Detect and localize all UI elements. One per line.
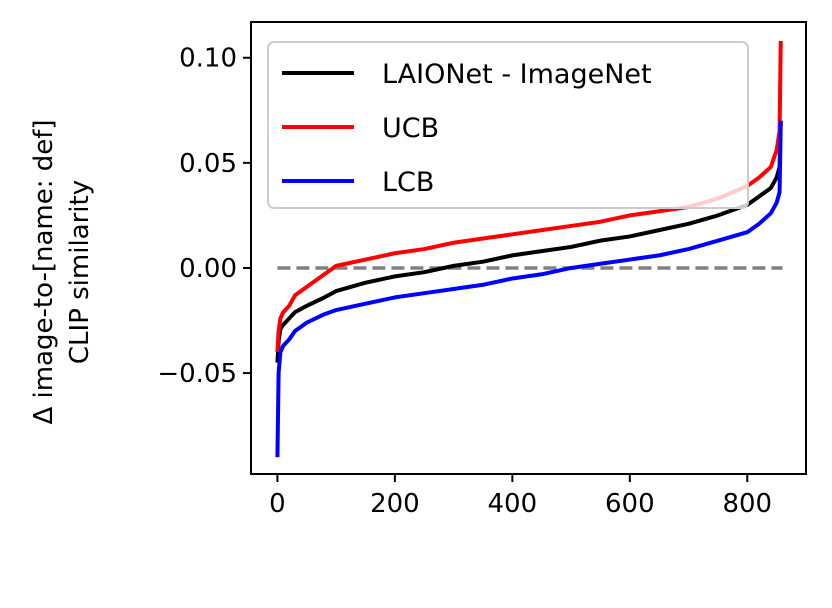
series-line-ucb [275, 40, 783, 353]
series-line-lcb [275, 120, 783, 458]
x-tick-label: 200 [370, 489, 420, 519]
y-tick-label: 0.10 [179, 44, 237, 74]
legend-label: LAIONet - ImageNet [382, 59, 652, 90]
y-axis-label-line-2: CLIP similarity [65, 180, 95, 364]
legend-box [267, 41, 749, 209]
series-group [275, 40, 783, 458]
x-tick-label: 600 [605, 489, 655, 519]
x-tick-label: 800 [722, 489, 772, 519]
legend-label: LCB [382, 167, 434, 198]
x-tick-label: 0 [269, 489, 286, 519]
series-line-laionet-imagenet [275, 120, 783, 363]
plot-area [250, 21, 807, 475]
x-tick-label: 400 [488, 489, 538, 519]
legend: LAIONet - ImageNet UCB LCB [267, 41, 749, 209]
y-tick-label: −0.05 [157, 359, 237, 389]
legend-label: UCB [382, 113, 439, 144]
y-tick-label: 0.05 [179, 149, 237, 179]
y-axis: −0.05 0.00 0.05 0.10 [157, 44, 251, 389]
y-tick-label: 0.00 [179, 254, 237, 284]
y-axis-label-line-1: Δ image-to-[name: def] [29, 119, 59, 424]
x-axis: 0 200 400 600 800 [269, 474, 772, 519]
axes-frame [250, 21, 807, 475]
